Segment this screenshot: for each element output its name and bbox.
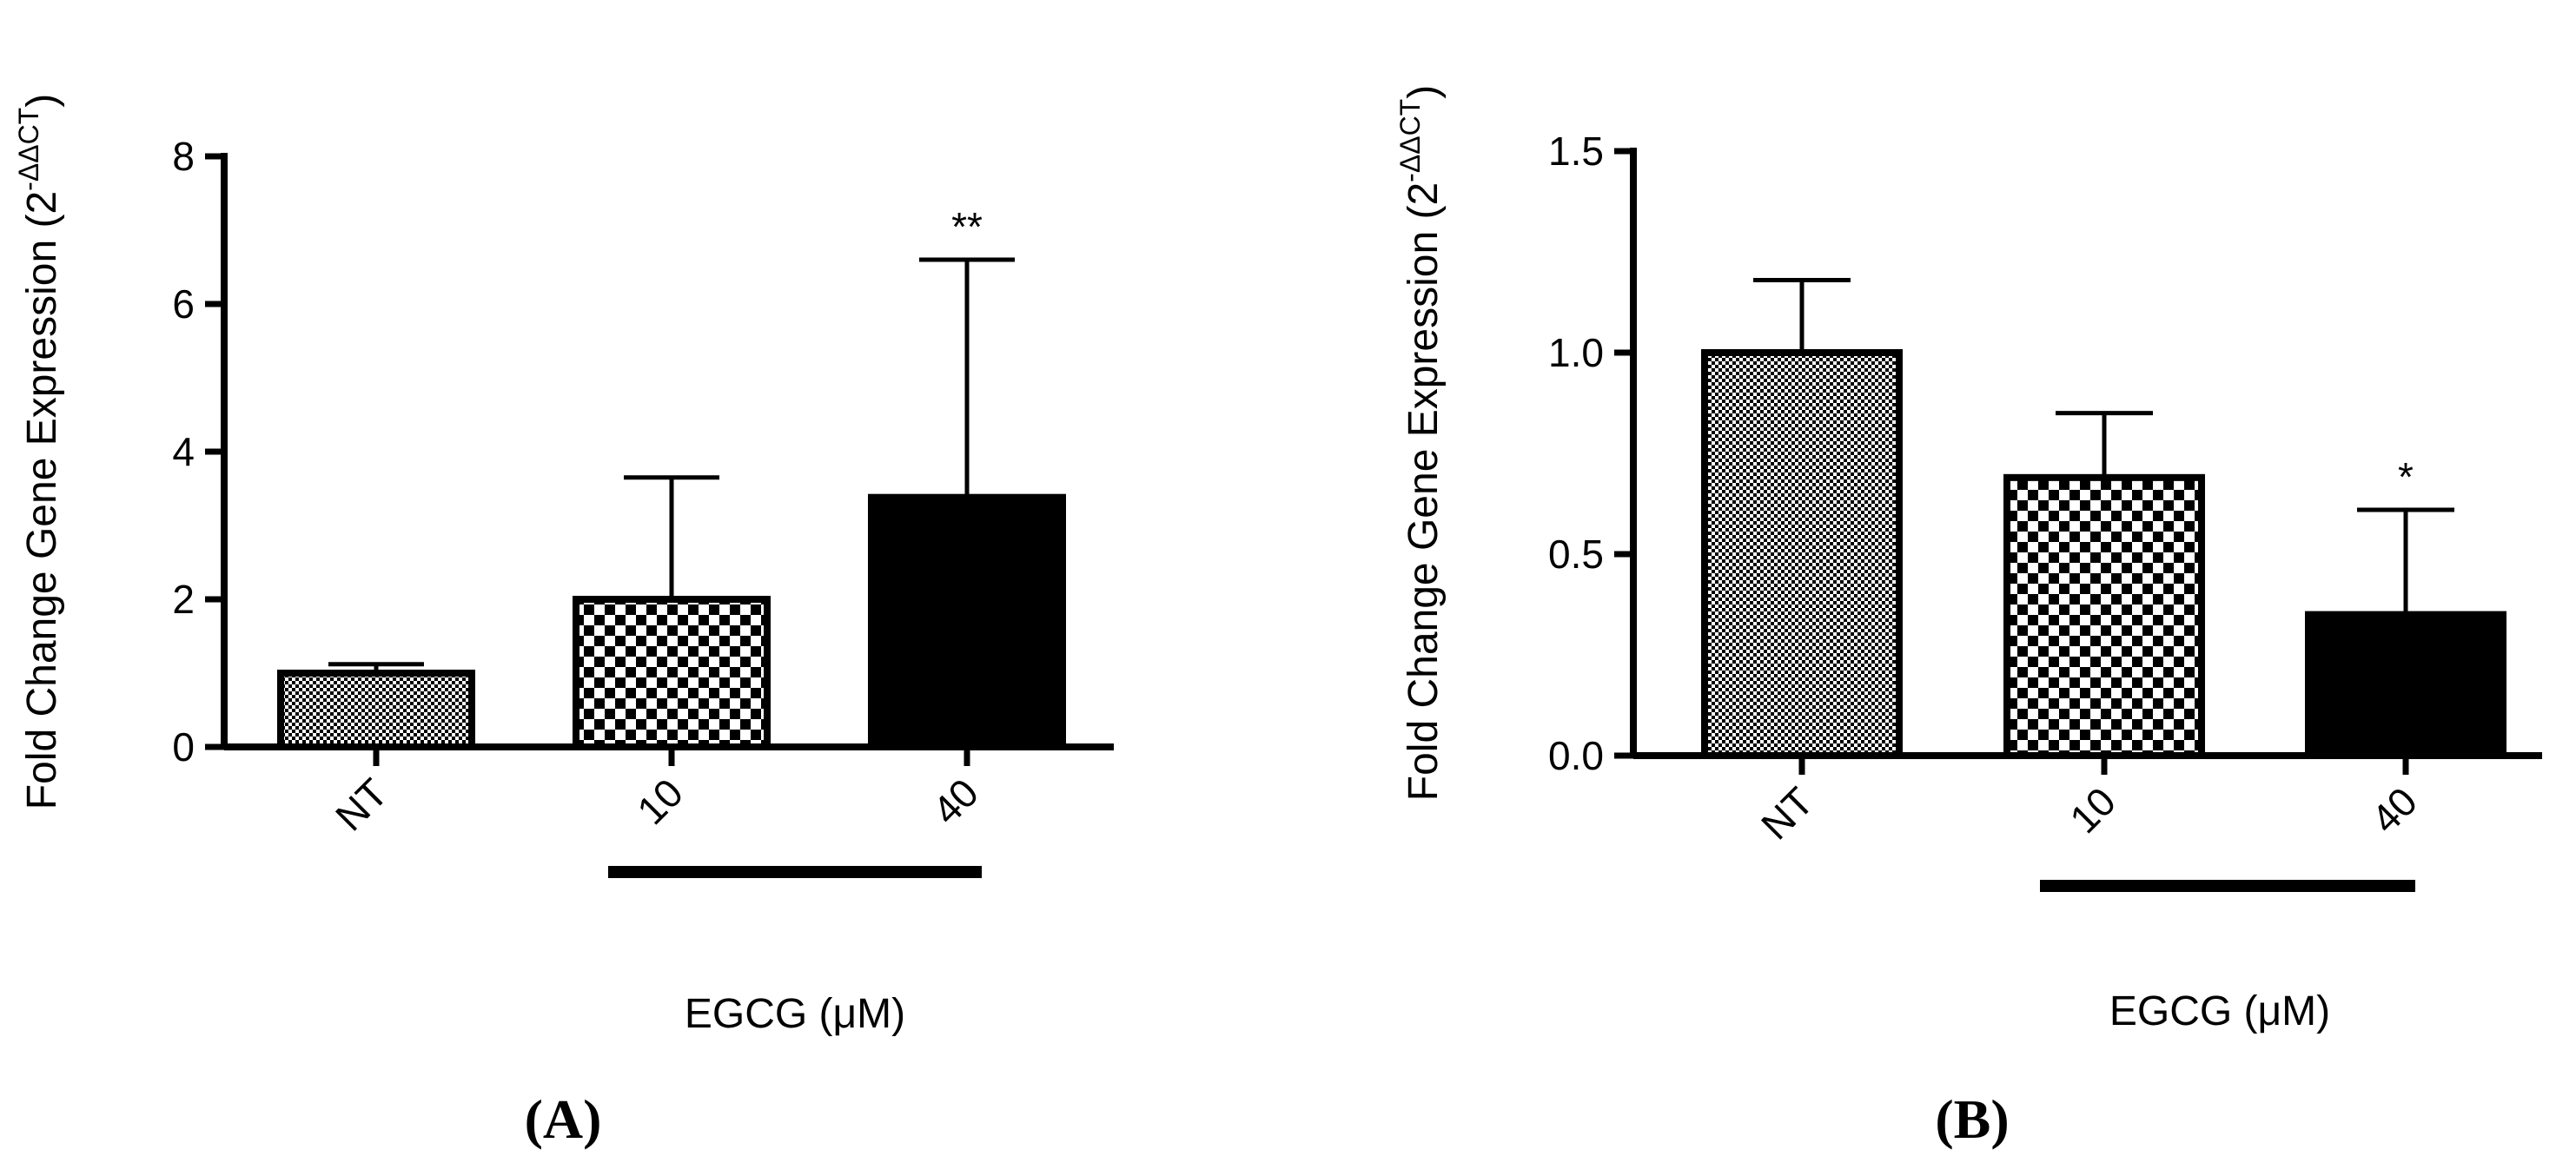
bar-10 — [573, 596, 771, 750]
plot-area-a: 0 2 4 6 8 NT 10 40 ** — [172, 134, 1114, 839]
svg-text:Fold Change Gene Expression (2: Fold Change Gene Expression (2-ΔΔCT) — [13, 94, 65, 809]
y-tick-label: 4 — [172, 429, 195, 474]
ylabel-a-close: ) — [19, 94, 65, 108]
ylabel-a-main: Fold Change Gene Expression (2 — [19, 191, 65, 809]
x-tick-label: NT — [1752, 778, 1822, 848]
y-tick-label: 1.5 — [1548, 129, 1604, 174]
x-tick-label: 10 — [2061, 778, 2124, 842]
svg-text:Fold Change Gene Expression (2: Fold Change Gene Expression (2-ΔΔCT) — [1394, 85, 1447, 801]
panel-label-b: (B) — [1935, 1088, 2009, 1150]
chart-b: Fold Change Gene Expression (2-ΔΔCT) 0.0… — [1394, 85, 2542, 1150]
y-tick-label: 0 — [172, 724, 195, 770]
ylabel-a: Fold Change Gene Expression (2-ΔΔCT) — [13, 94, 65, 809]
plot-area-b: 0.0 0.5 1.0 1.5 NT 10 40 * — [1548, 129, 2542, 848]
bar-nt — [277, 670, 475, 750]
bar-40 — [868, 493, 1066, 750]
ylabel-b-sup: -ΔΔCT — [1394, 99, 1426, 182]
ylabel-b-close: ) — [1401, 85, 1447, 99]
y-tick-label: 0.5 — [1548, 532, 1604, 577]
ylabel-b-main: Fold Change Gene Expression (2 — [1401, 182, 1447, 801]
y-tick-label: 2 — [172, 577, 195, 622]
significance-marker: * — [2398, 454, 2414, 499]
bar-nt — [1701, 349, 1903, 759]
panel-label-a: (A) — [525, 1088, 602, 1150]
xlabel-b: EGCG (μM) — [2109, 988, 2330, 1034]
x-tick-label: 10 — [628, 770, 692, 833]
bar-40 — [2305, 611, 2506, 759]
bar-10 — [2003, 473, 2205, 760]
y-tick-label: 8 — [172, 134, 195, 179]
xlabel-a: EGCG (μM) — [685, 991, 905, 1037]
x-tick-label: 40 — [924, 770, 987, 833]
y-tick-label: 6 — [172, 281, 195, 327]
significance-marker: ** — [951, 204, 983, 249]
x-tick-label: NT — [327, 770, 396, 839]
y-tick-label: 1.0 — [1548, 330, 1604, 375]
ylabel-a-sup: -ΔΔCT — [13, 108, 44, 191]
chart-a: Fold Change Gene Expression (2-ΔΔCT) 0 2 4… — [13, 94, 1114, 1150]
y-tick-label: 0.0 — [1548, 733, 1604, 778]
ylabel-b: Fold Change Gene Expression (2-ΔΔCT) — [1394, 85, 1447, 801]
x-tick-label: 40 — [2362, 778, 2426, 842]
